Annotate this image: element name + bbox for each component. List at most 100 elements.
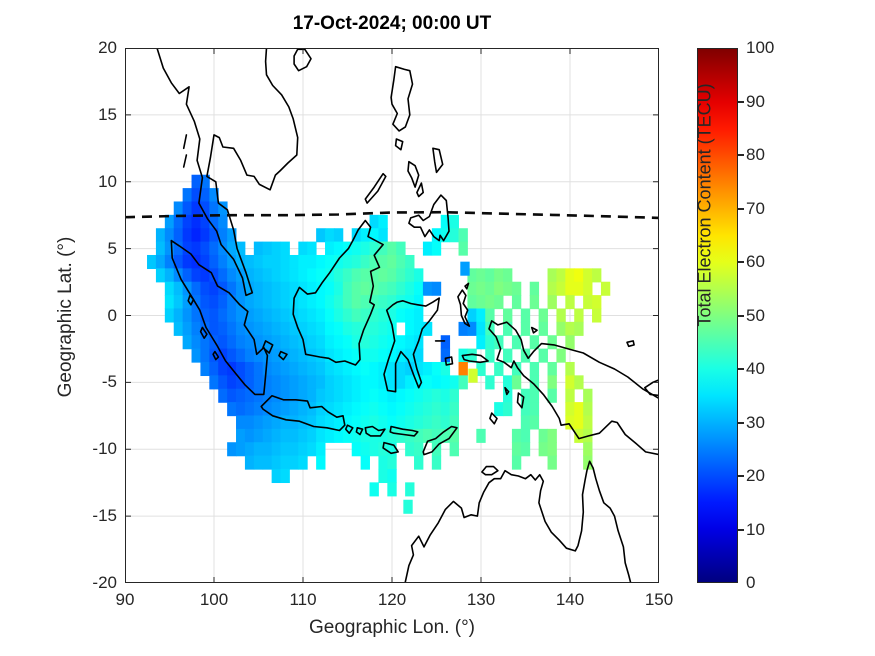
- tec-cell: [298, 455, 308, 470]
- tec-cell: [405, 415, 415, 430]
- tec-cell: [173, 268, 184, 283]
- tec-cell: [253, 254, 264, 270]
- colorbar-tick-label: 90: [746, 91, 765, 111]
- tec-cell: [191, 201, 201, 216]
- tec-cell: [182, 228, 192, 243]
- tec-cell: [271, 388, 281, 403]
- tec-cell: [583, 281, 593, 296]
- tec-cell: [342, 335, 353, 350]
- tec-cell: [440, 335, 451, 350]
- tec-cell: [520, 348, 531, 363]
- tec-cell: [360, 388, 370, 403]
- tec-cell: [262, 442, 273, 457]
- tec-cell: [307, 402, 317, 417]
- tec-cell: [414, 415, 424, 430]
- coastline-belitung: [278, 350, 288, 361]
- coastline-luzon: [390, 65, 414, 132]
- tec-cell: [298, 241, 308, 256]
- tec-cell: [547, 375, 557, 390]
- tec-cell: [378, 254, 388, 270]
- tec-cell: [369, 321, 379, 336]
- tec-cell: [351, 348, 362, 363]
- tec-cell: [236, 402, 246, 417]
- tec-cell: [396, 295, 406, 310]
- tec-cell: [485, 268, 495, 283]
- tec-cell: [289, 428, 299, 443]
- tec-cell: [227, 308, 237, 323]
- tec-cell: [271, 241, 281, 256]
- tec-cell: [360, 295, 370, 310]
- tec-cell: [209, 228, 219, 243]
- tec-cell: [271, 402, 281, 417]
- y-tick-label: 15: [98, 104, 117, 124]
- tec-cell: [262, 268, 273, 283]
- coastline-bali: [344, 424, 354, 434]
- tec-cell: [360, 268, 370, 283]
- tec-cell: [422, 241, 433, 256]
- tec-cell: [200, 268, 210, 283]
- y-tick-label: 20: [98, 38, 117, 57]
- tec-cell: [182, 295, 192, 310]
- tec-cell: [227, 402, 237, 417]
- tec-cell: [325, 375, 335, 390]
- tec-cell: [280, 402, 290, 417]
- tec-cell: [253, 241, 264, 256]
- tec-cell: [227, 295, 237, 310]
- tec-cell: [316, 388, 326, 403]
- tec-cell: [262, 295, 273, 310]
- coastline-nias: [187, 294, 195, 306]
- tec-cell: [378, 214, 388, 229]
- tec-cell: [476, 361, 486, 377]
- tec-cell: [405, 308, 415, 323]
- tec-cell: [494, 295, 504, 310]
- tec-cell: [583, 388, 593, 403]
- tec-cell: [529, 375, 540, 390]
- tec-cell: [200, 348, 210, 363]
- coastline-sumbawa: [364, 425, 386, 437]
- tec-cell: [289, 455, 299, 470]
- coastline-timor: [422, 425, 458, 456]
- tec-cell: [529, 361, 540, 377]
- x-tick-label: 120: [377, 590, 407, 609]
- tec-cell: [574, 415, 584, 430]
- tec-cell: [403, 499, 413, 514]
- tec-cell: [378, 281, 388, 296]
- colorbar-tick: [738, 100, 744, 103]
- tec-cell: [280, 361, 290, 377]
- tec-cell: [316, 402, 326, 417]
- tec-cell: [396, 268, 406, 283]
- tec-cell: [244, 361, 255, 377]
- tec-cell: [280, 415, 290, 430]
- tec-cell: [200, 228, 210, 243]
- tec-cell: [271, 295, 281, 310]
- tec-cell: [387, 348, 397, 363]
- tec-cell: [485, 308, 495, 323]
- tec-cell: [218, 241, 228, 256]
- tec-cell: [200, 241, 210, 256]
- tec-cell: [458, 361, 468, 377]
- coastline-melville: [481, 465, 499, 476]
- tec-cell: [298, 402, 308, 417]
- tec-cell: [280, 428, 290, 443]
- coastline-buru: [444, 356, 454, 366]
- tec-cell: [218, 375, 228, 390]
- tec-cell: [164, 214, 175, 229]
- tec-cell: [325, 361, 335, 377]
- tec-cell: [511, 375, 522, 390]
- figure-title: 17-Oct-2024; 00:00 UT: [292, 13, 492, 34]
- plot-border: [125, 48, 659, 583]
- tec-cell: [236, 428, 246, 443]
- y-tick-label: -15: [92, 506, 117, 526]
- tec-cell: [414, 388, 424, 403]
- coastline-biak: [530, 326, 538, 334]
- tec-cell: [307, 254, 317, 270]
- tec-cell: [209, 321, 219, 336]
- tec-cell: [565, 335, 575, 350]
- tec-cell: [378, 455, 388, 470]
- tec-cell: [422, 281, 433, 296]
- tec-cell: [298, 388, 308, 403]
- tec-cell: [307, 268, 317, 283]
- tec-cell: [316, 361, 326, 377]
- tec-cell: [271, 428, 281, 443]
- tec-cell: [316, 295, 326, 310]
